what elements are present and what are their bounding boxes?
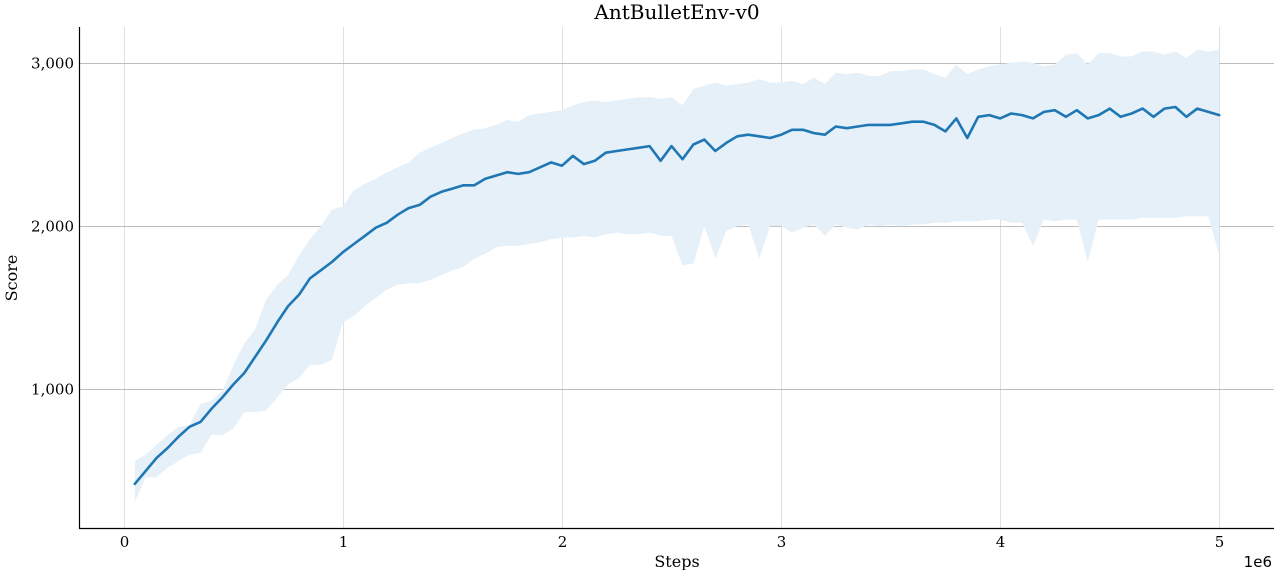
tick-labels: 0 1 2 3 4 5 1,000 2,000 3,000 [31,55,1224,552]
series-line-layer [133,105,1221,486]
x-tick-label: 0 [120,533,130,551]
x-tick-label: 4 [996,533,1006,551]
mean-score-line [133,105,1221,486]
x-tick-label: 3 [777,533,787,551]
y-tick-label: 3,000 [31,55,74,73]
x-tick-label: 5 [1215,533,1225,551]
axes-spines [78,27,1274,530]
x-axis-offset-label: 1e6 [1244,553,1272,570]
x-tick-label: 2 [558,533,568,551]
confidence-band-layer [134,49,1220,502]
confidence-band [134,49,1220,502]
y-tick-label: 1,000 [31,381,74,399]
y-tick-label: 2,000 [31,218,74,236]
y-axis-label: Score [2,255,21,302]
chart-title: AntBulletEnv-v0 [593,0,759,24]
x-axis-label: Steps [654,552,699,570]
x-tick-label: 1 [339,533,349,551]
